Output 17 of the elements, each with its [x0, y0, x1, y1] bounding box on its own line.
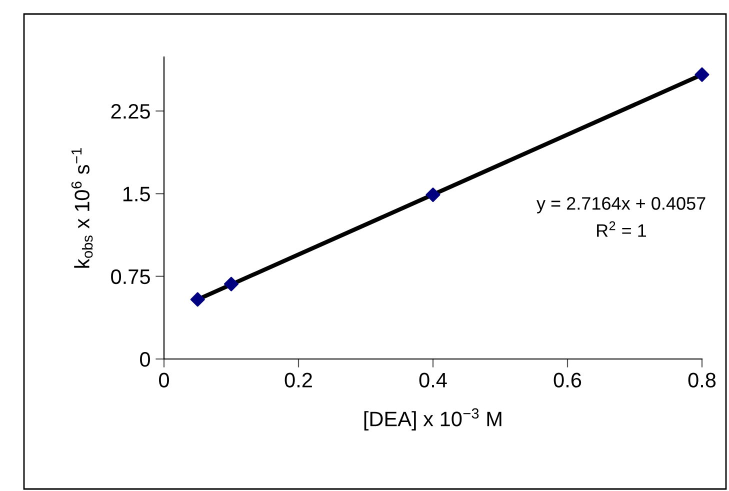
x-tick-label: 0.4: [419, 372, 447, 388]
annotation: y = 2.7164x + 0.4057: [536, 197, 706, 214]
x-tick-label: 0.2: [284, 372, 312, 388]
y-tick-label: 0.75: [111, 269, 150, 284]
x-axis-title: [DEA] x 10$^{−3}$ M: [364, 408, 502, 430]
x-tick-label: 0: [159, 372, 169, 388]
y-tick-label: 1.5: [123, 186, 150, 202]
annotation: R$^{2}$ = 1: [597, 221, 646, 237]
y-tick-label: 2.25: [111, 104, 150, 119]
y-axis-title: k$_{obs}$ x 10$^{6}$ s$^{−1}$: [71, 148, 93, 268]
y-tick-label: 0: [140, 352, 150, 367]
point: [190, 292, 205, 307]
point: [224, 276, 239, 292]
x-tick-label: 0.6: [554, 372, 582, 388]
x-tick-label: 0.8: [688, 372, 716, 388]
point: [694, 67, 710, 82]
point: [426, 187, 440, 202]
